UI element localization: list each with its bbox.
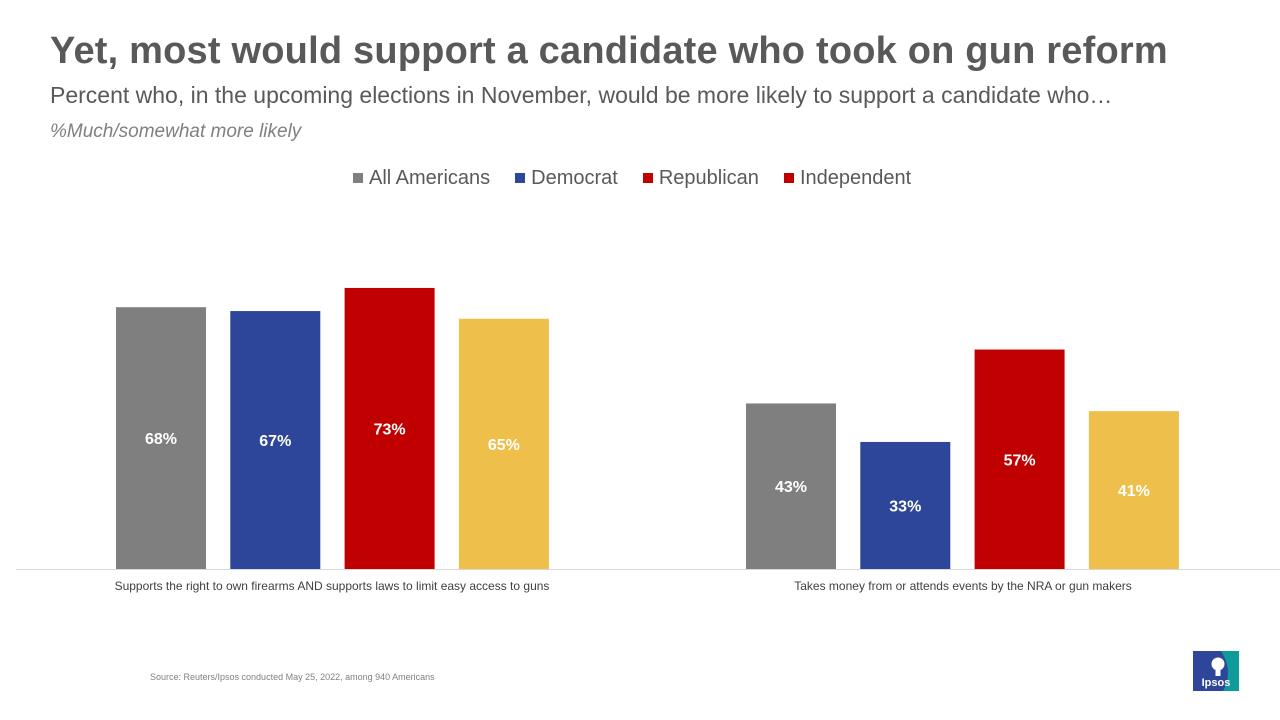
data-label-republican-0: 73% — [374, 421, 406, 438]
bar-all-americans-1 — [746, 403, 836, 569]
data-label-democrat-0: 67% — [259, 433, 291, 450]
data-label-independent-0: 65% — [488, 437, 520, 454]
legend-item-democrat: Democrat — [515, 167, 618, 190]
legend-label-all-americans: All Americans — [369, 166, 491, 189]
legend-swatch-all-americans — [353, 173, 363, 183]
legend-label-republican: Republican — [658, 166, 759, 189]
ipsos-logo: Ipsos — [1193, 651, 1239, 691]
bar-democrat-1 — [860, 441, 951, 569]
data-label-republican-1: 57% — [1004, 452, 1036, 469]
svg-text:Ipsos: Ipsos — [1202, 677, 1231, 689]
legend-item-all-americans: All Americans — [353, 167, 490, 190]
legend-item-republican: Republican — [642, 166, 759, 190]
legend-label-democrat: Democrat — [531, 166, 618, 189]
page-subtitle: Percent who, in the upcoming elections i… — [50, 82, 1113, 108]
page-title: Yet, most would support a candidate who … — [50, 30, 1168, 72]
data-label-independent-1: 41% — [1118, 483, 1150, 500]
bar-democrat-0 — [230, 311, 321, 569]
data-label-all-americans-0: 68% — [145, 431, 177, 448]
legend-swatch-republican — [642, 173, 653, 183]
legend-swatch-democrat — [515, 173, 526, 183]
chart-legend: All Americans Democrat Republican Indepe… — [353, 165, 936, 191]
legend-swatch-independent — [783, 173, 794, 183]
bar-republican-0 — [344, 287, 435, 569]
category-label-0: Supports the right to own firearms AND s… — [115, 579, 550, 593]
bar-republican-1 — [974, 349, 1065, 569]
data-label-democrat-1: 33% — [889, 498, 921, 515]
source-note: Source: Reuters/Ipsos conducted May 25, … — [150, 672, 435, 682]
category-label-1: Takes money from or attends events by th… — [794, 579, 1132, 593]
bar-independent-1 — [1088, 411, 1179, 569]
data-label-all-americans-1: 43% — [775, 479, 807, 496]
bar-independent-0 — [458, 318, 549, 569]
measure-note: %Much/somewhat more likely — [50, 121, 302, 142]
legend-label-independent: Independent — [799, 166, 912, 189]
legend-item-independent: Independent — [783, 166, 912, 190]
bar-all-americans-0 — [116, 307, 206, 569]
